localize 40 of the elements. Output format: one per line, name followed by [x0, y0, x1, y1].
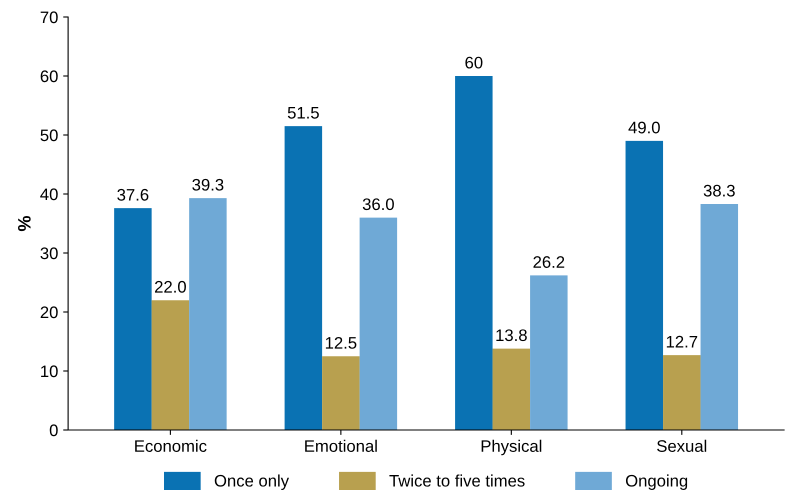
x-tick-label: Economic [135, 440, 207, 452]
x-tick-label: Physical [482, 440, 542, 456]
bar [322, 356, 360, 430]
x-tick-label: Emotional [305, 440, 377, 452]
data-label: 51.5 [288, 107, 319, 119]
bar [700, 204, 738, 430]
bar [189, 198, 227, 430]
data-label: 13.8 [496, 329, 527, 342]
y-tick-label: 60 [40, 70, 58, 82]
bar [455, 76, 493, 430]
bar [152, 300, 190, 430]
data-label: 39.3 [192, 178, 224, 191]
bar [360, 218, 398, 430]
data-label: 12.5 [326, 336, 356, 349]
bar [492, 348, 530, 430]
y-tick-label: 30 [40, 247, 58, 260]
bar [626, 140, 664, 430]
x-tick-label: Sexual [657, 440, 706, 452]
bar [284, 126, 322, 430]
y-axis-title: % [18, 216, 31, 232]
y-tick-label: 70 [40, 11, 58, 24]
y-tick-label: 10 [41, 365, 58, 378]
data-label: 26.2 [533, 256, 564, 268]
data-label: 49.0 [628, 122, 660, 134]
y-tick-label: 40 [40, 188, 58, 200]
y-tick-label: 0 [50, 424, 58, 436]
y-tick-label: 20 [40, 306, 58, 318]
data-label: 60 [465, 56, 482, 69]
data-label: 12.7 [666, 336, 698, 348]
bar [663, 355, 701, 430]
bar [114, 208, 152, 430]
y-tick-label: 50 [40, 129, 58, 142]
bar [530, 275, 568, 430]
legend-label: Ongoing [626, 474, 688, 490]
legend-label: Twice to five times [389, 474, 525, 487]
data-label: 37.6 [117, 188, 148, 201]
data-label: 38.3 [704, 184, 735, 197]
data-label: 36.0 [362, 198, 394, 210]
legend-label: Once only [214, 474, 290, 490]
data-label: 22.0 [155, 280, 186, 293]
